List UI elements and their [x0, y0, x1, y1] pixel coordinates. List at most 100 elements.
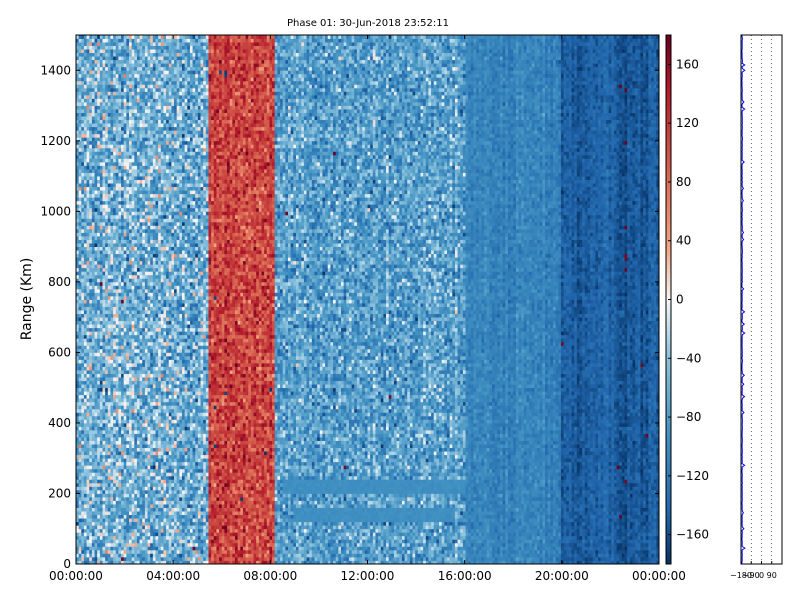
- heatmap-cell: [89, 94, 93, 99]
- heatmap-cell: [126, 482, 130, 487]
- heatmap-cell: [155, 521, 159, 526]
- heatmap-cell: [115, 109, 119, 113]
- heatmap-cell: [107, 437, 111, 441]
- heatmap-cell: [129, 338, 133, 343]
- heatmap-cell: [81, 310, 85, 315]
- heatmap-cell: [163, 525, 167, 530]
- heatmap-cell: [107, 521, 111, 526]
- heatmap-cell: [155, 384, 159, 389]
- heatmap-cell: [110, 158, 114, 163]
- heatmap-cell: [102, 38, 106, 43]
- heatmap-cell: [115, 391, 119, 396]
- heatmap-cell: [86, 521, 90, 526]
- heatmap-cell: [83, 556, 87, 561]
- heatmap-cell: [123, 451, 127, 456]
- heatmap-cell: [129, 355, 133, 360]
- heatmap-cell: [76, 306, 80, 311]
- heatmap-cell: [86, 553, 90, 558]
- heatmap-cell: [131, 553, 135, 558]
- heatmap-cell: [99, 204, 103, 209]
- heatmap-cell: [144, 398, 148, 403]
- heatmap-cell: [150, 77, 154, 82]
- heatmap-cell: [163, 468, 167, 473]
- heatmap-cell: [136, 539, 140, 544]
- heatmap-cell: [150, 239, 154, 244]
- heatmap-cell: [83, 465, 87, 470]
- heatmap-cell: [91, 486, 95, 491]
- heatmap-cell: [78, 348, 82, 353]
- heatmap-cell: [134, 66, 138, 71]
- heatmap-cell: [152, 412, 156, 417]
- heatmap-cell: [123, 260, 127, 265]
- heatmap-cell: [83, 408, 87, 413]
- heatmap-cell: [78, 352, 82, 357]
- heatmap-cell: [131, 151, 135, 156]
- heatmap-cell: [107, 228, 111, 233]
- heatmap-cell: [110, 429, 114, 434]
- heatmap-cell: [160, 479, 164, 484]
- heatmap-cell: [118, 176, 122, 180]
- heatmap-cell: [158, 451, 162, 456]
- heatmap-cell: [139, 35, 143, 39]
- heatmap-cell: [126, 444, 130, 449]
- heatmap-cell: [136, 451, 140, 456]
- heatmap-cell: [144, 458, 148, 463]
- heatmap-cell: [155, 221, 159, 226]
- heatmap-cell: [144, 461, 148, 466]
- heatmap-cell: [160, 560, 164, 565]
- heatmap-cell: [142, 419, 146, 424]
- heatmap-cell: [83, 412, 87, 417]
- heatmap-cell: [144, 518, 148, 523]
- heatmap-cell: [155, 211, 159, 216]
- heatmap-cell: [142, 274, 146, 279]
- heatmap-cell: [144, 338, 148, 343]
- heatmap-cell: [105, 384, 109, 389]
- heatmap-cell: [91, 190, 95, 195]
- heatmap-cell: [97, 408, 101, 413]
- heatmap-cell: [136, 412, 140, 417]
- heatmap-cell: [105, 59, 109, 64]
- heatmap-cell: [83, 112, 87, 117]
- heatmap-cell: [144, 359, 148, 364]
- heatmap-cell: [105, 137, 109, 142]
- heatmap-cell: [81, 377, 85, 382]
- heatmap-cell: [113, 493, 117, 498]
- heatmap-cell: [134, 119, 138, 124]
- heatmap-cell: [150, 274, 154, 279]
- heatmap-cell: [121, 387, 125, 392]
- heatmap-cell: [107, 317, 111, 322]
- heatmap-cell: [113, 549, 117, 554]
- heatmap-cell: [131, 42, 135, 46]
- heatmap-cell: [83, 257, 87, 262]
- heatmap-cell: [152, 42, 156, 46]
- heatmap-cell: [94, 518, 98, 523]
- heatmap-cell: [81, 165, 85, 170]
- heatmap-cell: [89, 197, 93, 202]
- heatmap-cell: [155, 239, 159, 244]
- heatmap-cell: [102, 87, 106, 92]
- heatmap-cell: [147, 243, 151, 247]
- heatmap-cell: [118, 225, 122, 230]
- heatmap-cell: [102, 137, 106, 142]
- heatmap-cell: [102, 539, 106, 544]
- heatmap-cell: [155, 200, 159, 205]
- heatmap-cell: [115, 274, 119, 279]
- heatmap-cell: [105, 186, 109, 191]
- heatmap-cell: [131, 440, 135, 445]
- heatmap-cell: [102, 546, 106, 551]
- heatmap-cell: [94, 500, 98, 505]
- heatmap-cell: [126, 70, 130, 75]
- heatmap-cell: [136, 408, 140, 413]
- heatmap-cell: [147, 496, 151, 501]
- heatmap-cell: [110, 257, 114, 262]
- heatmap-cell: [160, 320, 164, 325]
- heatmap-cell: [126, 253, 130, 258]
- heatmap-cell: [76, 338, 80, 343]
- heatmap-cell: [136, 70, 140, 75]
- heatmap-cell: [102, 518, 106, 523]
- heatmap-cell: [86, 140, 90, 145]
- heatmap-cell: [97, 169, 101, 173]
- heatmap-cell: [76, 204, 80, 209]
- heatmap-cell: [118, 525, 122, 530]
- heatmap-cell: [121, 211, 125, 216]
